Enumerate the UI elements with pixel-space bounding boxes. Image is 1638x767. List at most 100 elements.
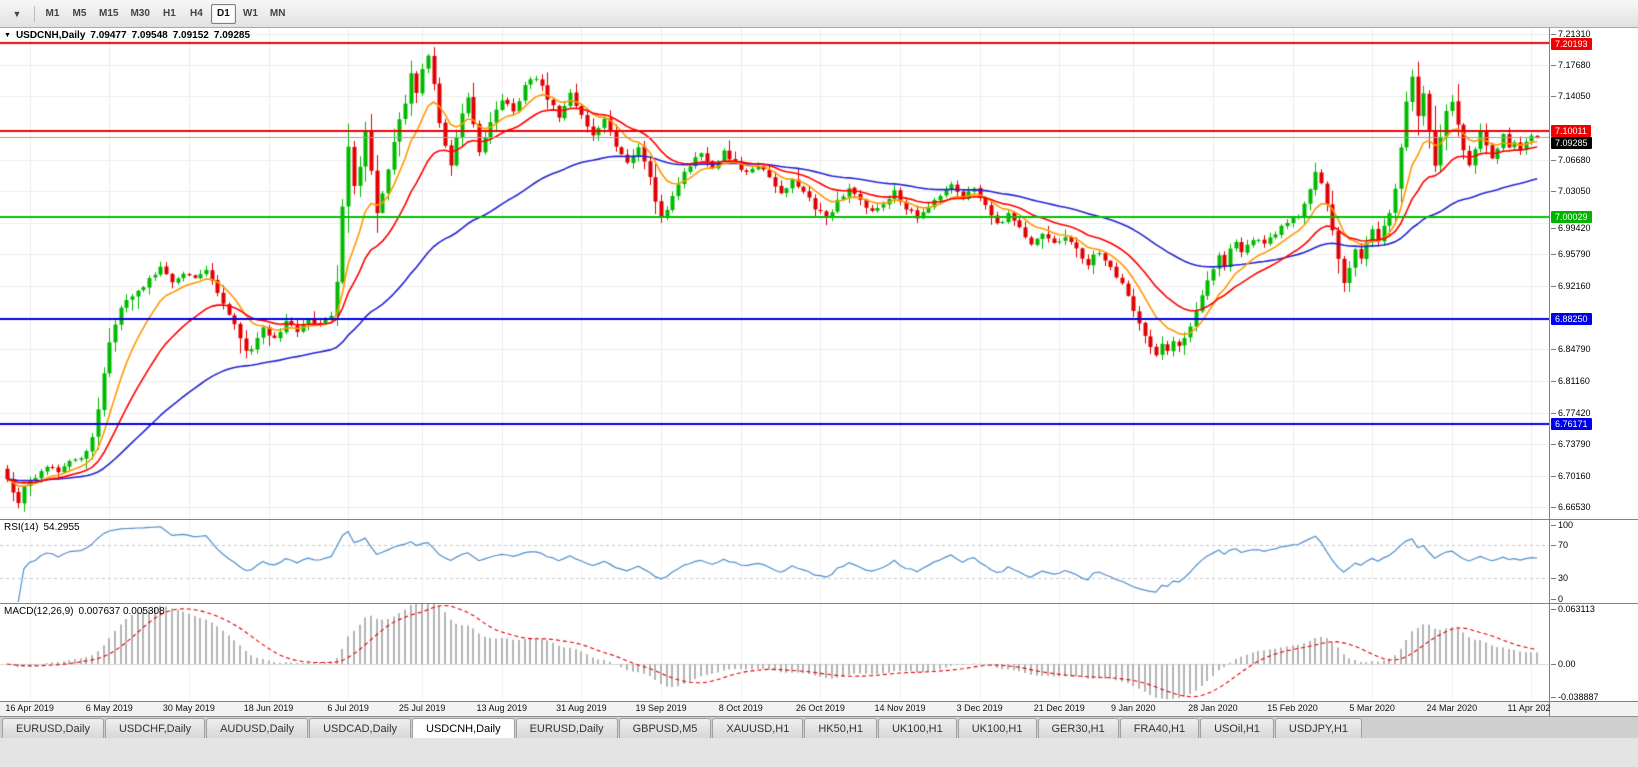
macd-indicator-values: 0.007637 0.005308	[78, 606, 165, 617]
macd-pane: MACD(12,26,9) 0.007637 0.005308	[0, 604, 1549, 702]
timeframe-button-w1[interactable]: W1	[242, 8, 258, 19]
chart-tab-hk50-h1[interactable]: HK50,H1	[804, 718, 877, 738]
date-axis-label: 6 May 2019	[85, 703, 133, 713]
chart-tab-usdcad-daily[interactable]: USDCAD,Daily	[309, 718, 412, 738]
date-axis-label: 8 Oct 2019	[718, 703, 763, 713]
toolbar-separator	[34, 5, 35, 22]
price-axis-label: 7.14050	[1551, 91, 1591, 102]
chart-tab-eurusd-daily[interactable]: EURUSD,Daily	[2, 718, 104, 738]
date-axis-label: 18 Jun 2019	[243, 703, 294, 713]
chart-tab-ger30-h1[interactable]: GER30,H1	[1037, 718, 1119, 738]
price-axis-label: 6.66530	[1551, 502, 1591, 513]
date-axis-label: 11 Apr 2020	[1507, 703, 1556, 713]
timeframe-button-m30[interactable]: M30	[130, 8, 150, 19]
date-axis-label: 14 Nov 2019	[874, 703, 926, 713]
date-axis-label: 31 Aug 2019	[556, 703, 607, 713]
rsi-pane: RSI(14) 54.2955	[0, 520, 1549, 604]
chart-workspace: ▼ USDCNH,Daily 7.09477 7.09548 7.09152 7…	[0, 28, 1638, 716]
price-axis-label: 7.17680	[1551, 59, 1591, 70]
collapse-icon[interactable]: ▼	[4, 32, 11, 39]
chart-tab-uk100-h1[interactable]: UK100,H1	[957, 718, 1037, 738]
chart-column: ▼ USDCNH,Daily 7.09477 7.09548 7.09152 7…	[0, 28, 1555, 716]
date-axis-label: 25 Jul 2019	[398, 703, 446, 713]
price-axis-label: 6.70160	[1551, 470, 1591, 481]
price-axis-label: 7.03050	[1551, 186, 1591, 197]
date-axis-label: 19 Sep 2019	[635, 703, 687, 713]
chart-low-value: 7.09152	[172, 30, 209, 41]
chart-tabbar: EURUSD,Daily USDCHF,Daily AUDUSD,Daily USDC…	[0, 716, 1638, 738]
rsi-axis: 100 70 30 0	[1550, 520, 1638, 604]
chart-tab-audusd-daily[interactable]: AUDUSD,Daily	[206, 718, 309, 738]
rsi-axis-label: 70	[1550, 539, 1569, 550]
chart-tab-usdchf-daily[interactable]: USDCHF,Daily	[104, 718, 206, 738]
price-badge-7.10011: 7.10011	[1551, 125, 1591, 138]
macd-label: MACD(12,26,9) 0.007637 0.005308	[4, 606, 165, 617]
price-axis-label: 6.92160	[1551, 280, 1591, 291]
macd-axis: 0.063113 0.00 -0.038887	[1550, 604, 1638, 702]
price-badge-7.09285: 7.09285	[1551, 137, 1592, 150]
date-axis-label: 13 Aug 2019	[476, 703, 528, 713]
price-axis-label: 6.84790	[1551, 344, 1591, 355]
chart-title: ▼ USDCNH,Daily 7.09477 7.09548 7.09152 7…	[4, 30, 250, 41]
chart-tab-gbpusd-m5[interactable]: GBPUSD,M5	[618, 718, 712, 738]
date-axis-label: 28 Jan 2020	[1188, 703, 1238, 713]
timeframe-button-mn[interactable]: MN	[269, 8, 286, 19]
timeframe-group: M1 M5 M15 M30 H1 H4 D1 W1 MN	[39, 3, 291, 24]
chart-symbol-label: USDCNH,Daily	[15, 30, 86, 41]
main-chart-pane: ▼ USDCNH,Daily 7.09477 7.09548 7.09152 7…	[0, 28, 1549, 520]
date-axis-label: 5 Mar 2020	[1349, 703, 1395, 713]
date-axis-label: 26 Oct 2019	[795, 703, 845, 713]
chevron-down-icon: ▼	[12, 8, 22, 19]
macd-indicator-name: MACD(12,26,9)	[4, 606, 74, 617]
date-axis[interactable]: 16 Apr 2019 6 May 2019 30 May 2019 18 Jun 2…	[0, 702, 1555, 716]
price-axis-label: 7.21310	[1551, 28, 1591, 39]
rsi-axis-label: 30	[1550, 573, 1569, 584]
price-badge-7.00029: 7.00029	[1551, 211, 1592, 224]
price-axis-label: 6.95790	[1551, 249, 1591, 260]
date-axis-label: 30 May 2019	[162, 703, 215, 713]
macd-canvas[interactable]	[0, 604, 1549, 701]
timeframe-button-h4[interactable]: H4	[190, 8, 203, 19]
timeframe-button-d1[interactable]: D1	[210, 3, 236, 24]
rsi-indicator-value: 54.2955	[43, 522, 80, 533]
main-chart-canvas[interactable]	[0, 28, 1549, 519]
timeframe-button-m5[interactable]: M5	[72, 8, 87, 19]
price-axis-label: 6.73790	[1551, 439, 1591, 450]
chart-tab-usdjpy-h1[interactable]: USDJPY,H1	[1274, 718, 1363, 738]
date-axis-label: 3 Dec 2019	[956, 703, 1003, 713]
price-axis-column: 7.21310 7.20193 7.17680 7.14050 7.10011 7.092…	[1550, 28, 1638, 716]
price-axis-label: 6.99420	[1551, 222, 1591, 233]
date-axis-label: 24 Mar 2020	[1426, 703, 1478, 713]
price-badge-6.88250: 6.88250	[1551, 313, 1592, 326]
timeframe-toolbar: ▼ M1 M5 M15 M30 H1 H4 D1 W1 MN	[0, 0, 1638, 28]
price-axis-label: 6.77420	[1551, 407, 1591, 418]
chart-tab-usdcnh-daily[interactable]: USDCNH,Daily	[412, 718, 515, 738]
chart-tab-fra40-h1[interactable]: FRA40,H1	[1119, 718, 1200, 738]
chart-tab-eurusd-daily[interactable]: EURUSD,Daily	[515, 718, 618, 738]
date-axis-label: 6 Jul 2019	[327, 703, 369, 713]
timeframe-button-m1[interactable]: M1	[45, 8, 60, 19]
rsi-canvas[interactable]	[0, 520, 1549, 603]
date-axis-label: 21 Dec 2019	[1033, 703, 1085, 713]
chart-high-value: 7.09548	[131, 30, 168, 41]
chart-open-value: 7.09477	[90, 30, 127, 41]
macd-axis-label: 0.00	[1551, 659, 1576, 670]
price-badge-7.20193: 7.20193	[1551, 38, 1592, 51]
chart-tab-usoil-h1[interactable]: USOil,H1	[1200, 718, 1274, 738]
rsi-indicator-name: RSI(14)	[4, 522, 39, 533]
date-axis-label: 15 Feb 2020	[1267, 703, 1318, 713]
chart-dropdown-button[interactable]: ▼	[4, 4, 30, 24]
chart-tab-xauusd-h1[interactable]: XAUUSD,H1	[712, 718, 804, 738]
macd-axis-label: -0.038887	[1551, 692, 1599, 702]
date-axis-label: 9 Jan 2020	[1110, 703, 1156, 713]
price-axis-label: 7.06680	[1551, 154, 1591, 165]
chart-tab-uk100-h1[interactable]: UK100,H1	[877, 718, 957, 738]
rsi-label: RSI(14) 54.2955	[4, 522, 80, 533]
rsi-axis-label: 100	[1550, 520, 1574, 530]
rsi-axis-label: 0	[1550, 594, 1564, 604]
axis-corner	[1550, 702, 1638, 716]
chart-close-value: 7.09285	[213, 30, 251, 41]
price-axis[interactable]: 7.21310 7.20193 7.17680 7.14050 7.10011 7.092…	[1550, 28, 1638, 520]
timeframe-button-m15[interactable]: M15	[99, 8, 119, 19]
timeframe-button-h1[interactable]: H1	[163, 8, 176, 19]
